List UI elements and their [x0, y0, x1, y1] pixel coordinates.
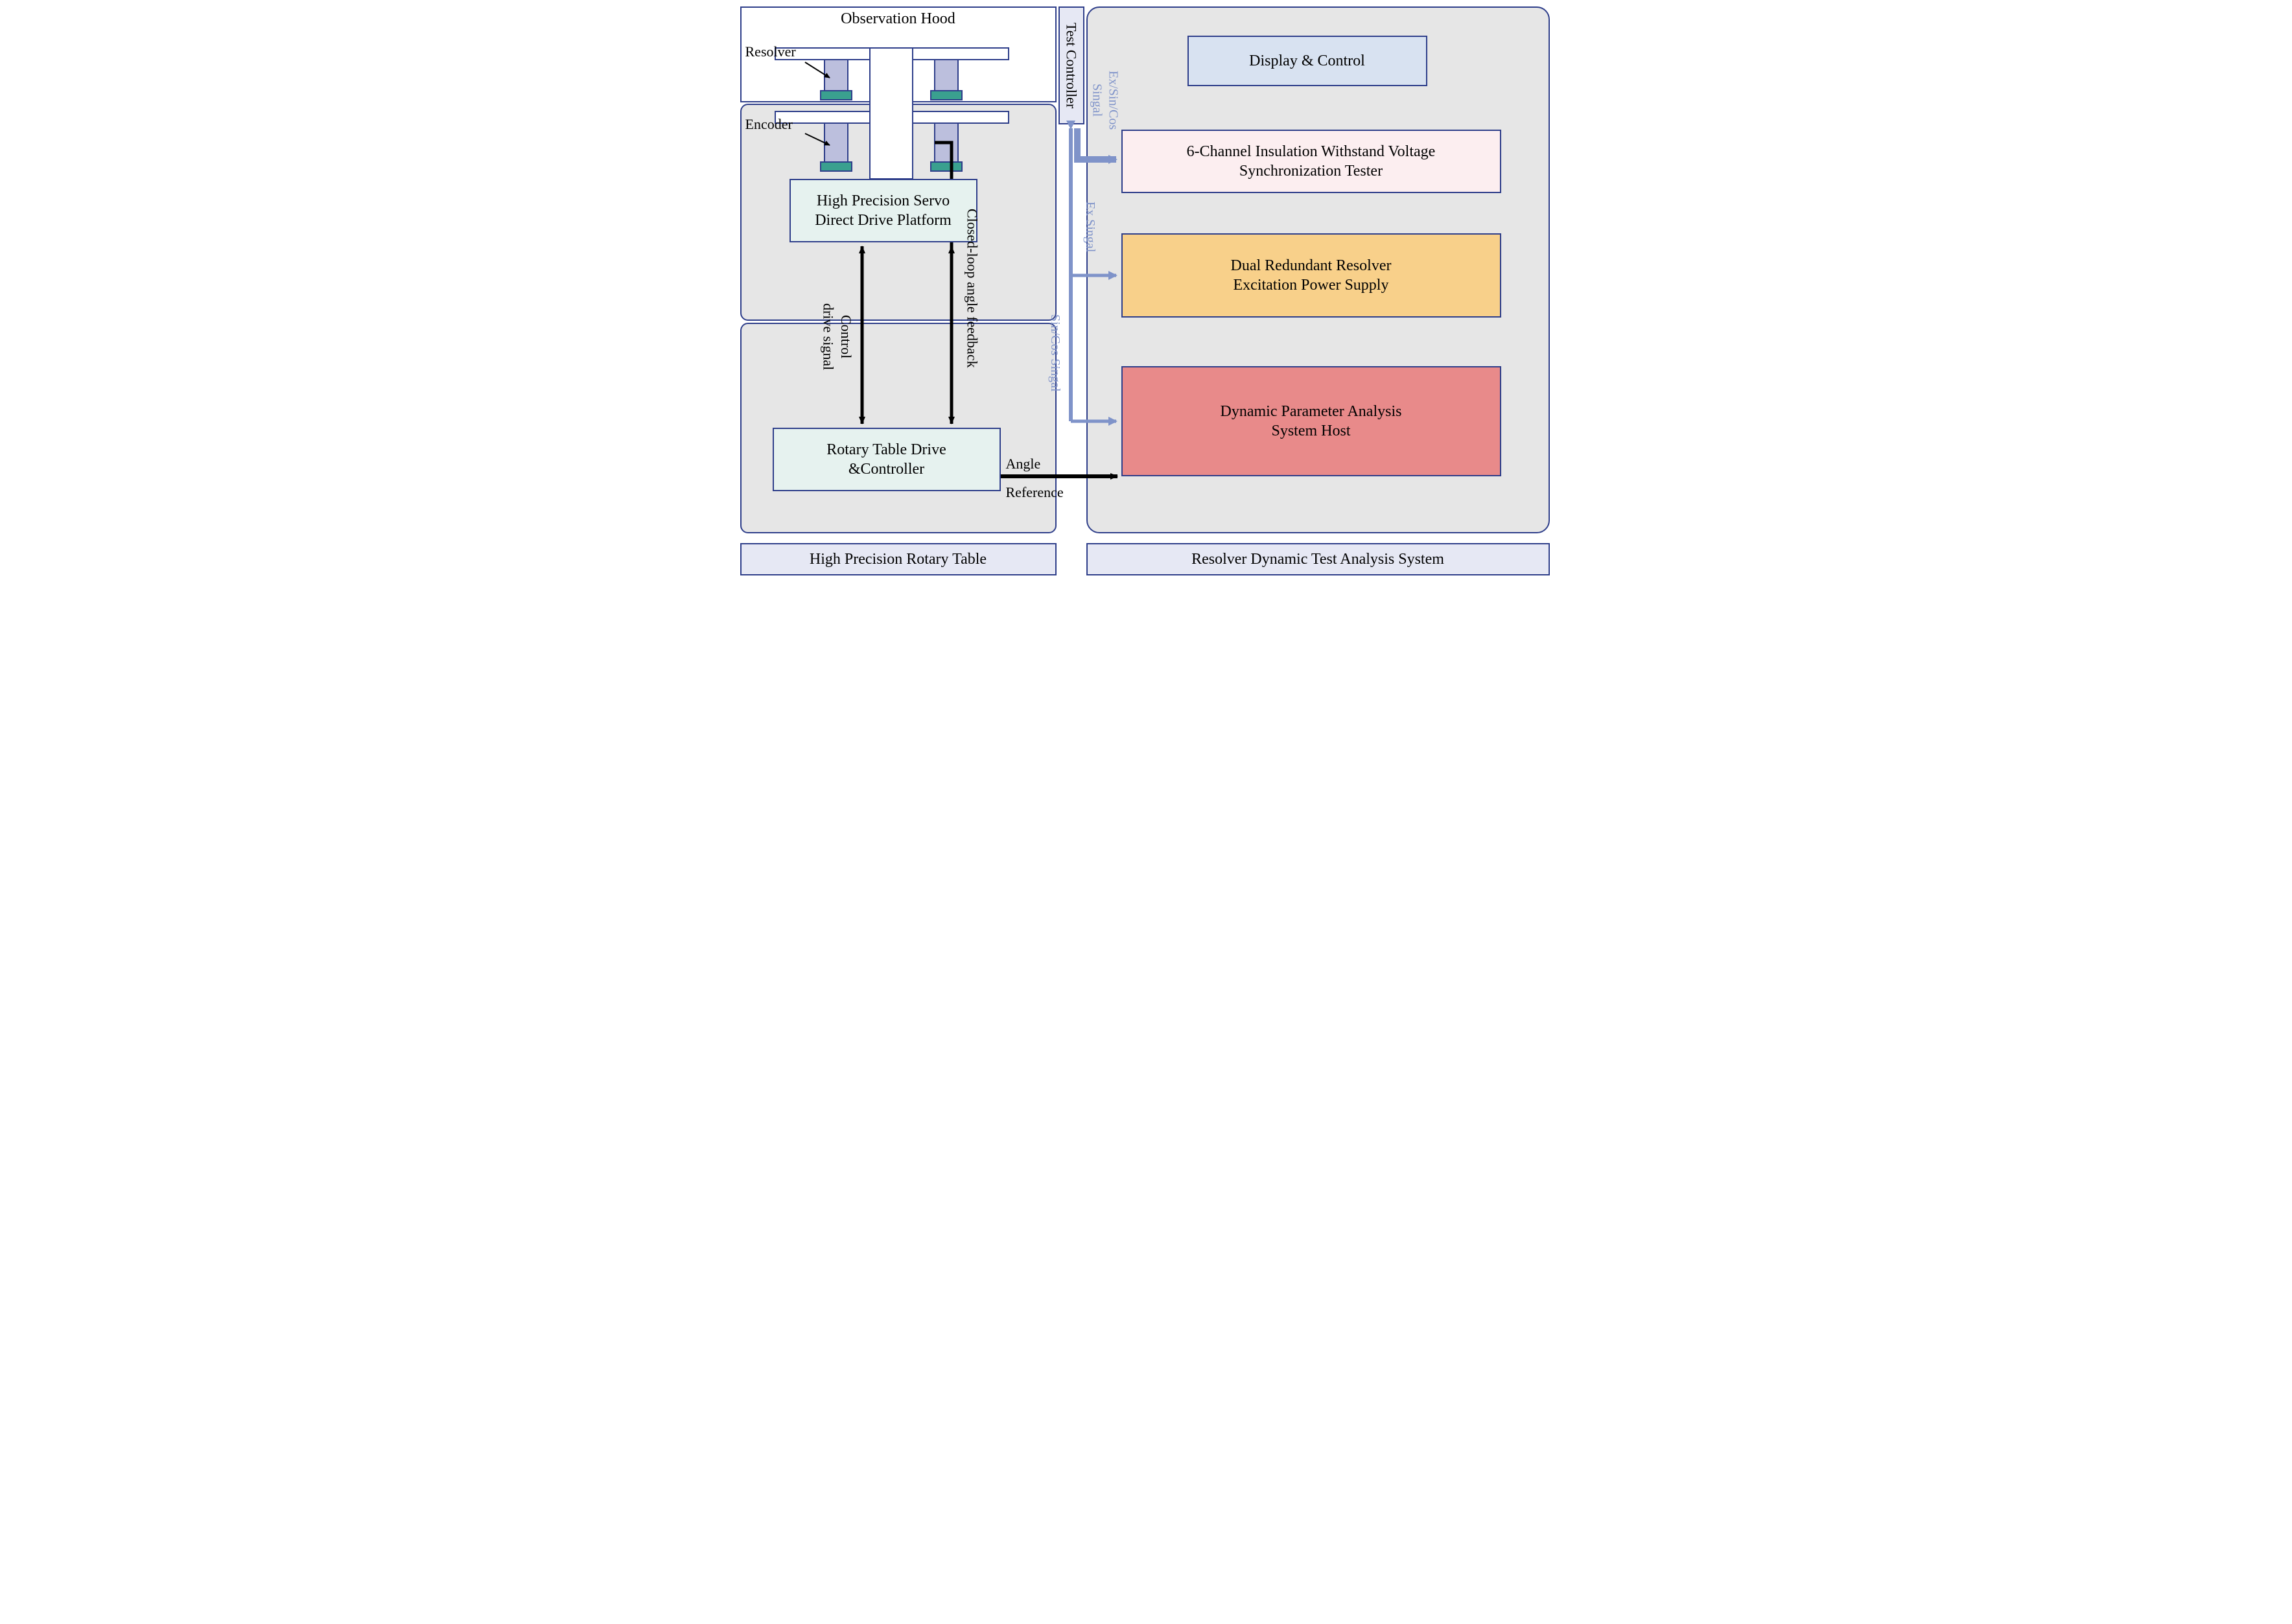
tester-box: 6-Channel Insulation Withstand Voltage S… — [1121, 130, 1501, 193]
test-controller-label: Test Controller — [1062, 23, 1081, 108]
sig-sincos-text: Sin/Cos Singal — [1047, 314, 1063, 391]
servo-platform-box: High Precision Servo Direct Drive Platfo… — [789, 179, 977, 242]
left-caption: High Precision Rotary Table — [740, 543, 1057, 575]
display-control-box: Display & Control — [1187, 36, 1427, 86]
rotary-drive-box: Rotary Table Drive &Controller — [773, 428, 1001, 491]
control-drive-label: Control drive signal — [818, 256, 857, 418]
closed-loop-text: Closed-loop angle feedback — [963, 209, 981, 368]
closed-loop-label: Closed-loop angle feedback — [959, 156, 985, 421]
sig-sincos-label: Sin/Cos Singal — [1042, 285, 1068, 421]
resolver-label: Resolver — [745, 43, 810, 61]
sig-ex-text: Ex Singal — [1082, 202, 1098, 252]
sig-exsincos-text: Ex/Sin/Cos Singal — [1089, 71, 1121, 130]
observation-hood-title: Observation Hood — [740, 9, 1057, 29]
power-supply-box: Dual Redundant Resolver Excitation Power… — [1121, 233, 1501, 318]
sig-ex-label: Ex Singal — [1077, 181, 1103, 272]
right-caption: Resolver Dynamic Test Analysis System — [1086, 543, 1550, 575]
encoder-label: Encoder — [745, 115, 810, 133]
host-box: Dynamic Parameter Analysis System Host — [1121, 366, 1501, 476]
control-drive-text: Control drive signal — [819, 303, 855, 370]
test-controller-box: Test Controller — [1058, 6, 1084, 124]
angle-ref-label: Angle Reference — [1006, 450, 1110, 495]
sig-exsincos-label: Ex/Sin/Cos Singal — [1089, 45, 1121, 156]
